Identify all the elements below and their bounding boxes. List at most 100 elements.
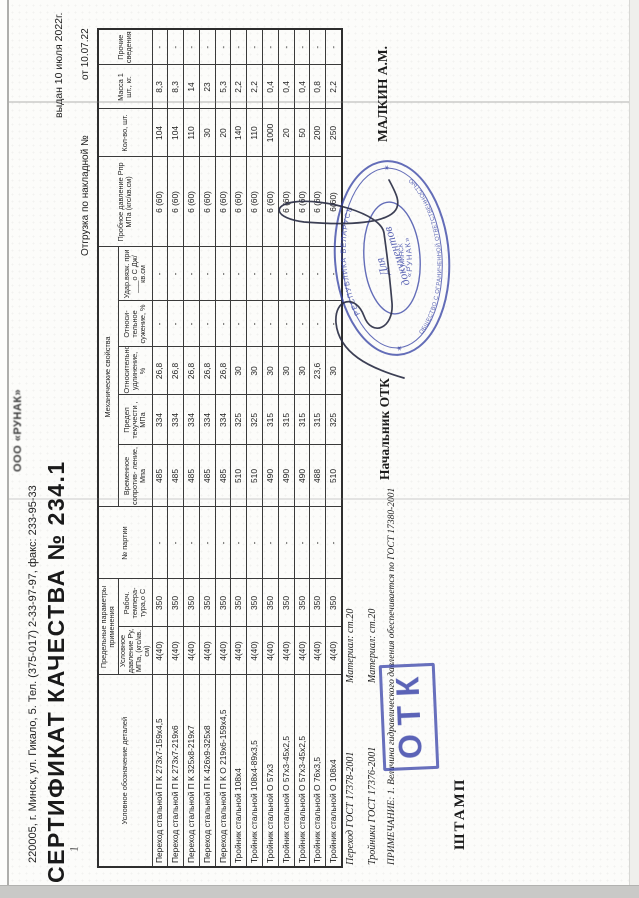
cell-pressure: 4(40) <box>215 627 231 675</box>
cell-notes: - <box>215 28 231 65</box>
cell-yield: 334 <box>152 394 168 445</box>
cell-elongation: 26,8 <box>215 346 231 395</box>
signature <box>278 179 405 379</box>
cell-qty: 140 <box>230 108 247 157</box>
cell-pressure: 4(40) <box>262 627 279 675</box>
gost-line-perekhod: Переход ГОСТ 17378-2001 <box>345 751 356 865</box>
company-name: ООО «РУНАК» <box>12 388 24 472</box>
cell-qty: 110 <box>183 108 200 157</box>
cell-test-pressure: 6 (60) <box>152 156 168 247</box>
cell-temperature: 350 <box>230 578 247 627</box>
fold-line-left <box>9 498 639 500</box>
stamp-star-left-icon: ✶ <box>395 345 404 352</box>
cell-temperature: 350 <box>309 578 326 627</box>
cell-batch: - <box>152 506 168 579</box>
cell-item-name: Переход стальной П К 426х9-325х8 <box>199 675 216 867</box>
cell-item-name: Переход стальной П К 273х7-219х6 <box>167 675 184 867</box>
cell-impact: - <box>167 246 184 301</box>
table-row: Переход стальной П К 325х8-219х7 4(40) 3… <box>183 28 200 867</box>
stamp-star-right-icon: ✶ <box>382 164 391 171</box>
cell-contraction: - <box>152 300 168 347</box>
cell-notes: - <box>246 28 263 65</box>
cell-notes: - <box>325 28 342 65</box>
cell-item-name: Переход стальной П К 325х8-219х7 <box>183 675 200 867</box>
shipping-note-date: от 10.07.22 <box>80 28 91 80</box>
otk-box-stamp-text: ОТК <box>388 667 429 760</box>
cell-batch: - <box>278 506 295 579</box>
cell-yield: 325 <box>230 394 247 445</box>
cell-pressure: 4(40) <box>183 627 200 675</box>
cell-item-name: Тройник стальной О 57х3-45х2,5 <box>278 675 295 867</box>
cell-impact: - <box>215 246 231 301</box>
cell-contraction: - <box>199 300 216 347</box>
fold-line-right <box>9 101 639 103</box>
cell-item-name: Переход стальной П К 273х7-159х4,5 <box>152 675 168 867</box>
scan-edge-bottom <box>0 885 639 898</box>
table-row: Переход стальной П К О 219х6-159х4,5 4(4… <box>215 28 231 867</box>
cell-elongation: 26,8 <box>167 346 184 395</box>
cell-test-pressure: 6 (60) <box>230 156 247 247</box>
cell-notes: - <box>152 28 168 65</box>
table-row: Тройник стальной 108х4 4(40) 350 - 510 3… <box>230 28 247 867</box>
cell-batch: - <box>325 506 342 579</box>
otk-box-stamp: ОТК <box>378 662 440 772</box>
table-row: Переход стальной П К 273х7-219х6 4(40) 3… <box>167 28 184 867</box>
cell-qty: 104 <box>167 108 184 157</box>
cell-test-pressure: 6 (60) <box>246 156 263 247</box>
table-row: Тройник стальной 108х4-89х3,5 4(40) 350 … <box>246 28 263 867</box>
cell-notes: - <box>199 28 216 65</box>
cell-test-pressure: 6 (60) <box>199 156 216 247</box>
cell-yield: 315 <box>294 394 310 445</box>
cell-notes: - <box>183 28 200 65</box>
cell-impact: - <box>183 246 200 301</box>
cell-notes: - <box>167 28 184 65</box>
handwritten-mark: 1 <box>66 845 82 853</box>
gost-line-perekhod-material: Материал: ст.20 <box>345 608 356 683</box>
cell-temperature: 350 <box>262 578 279 627</box>
cell-temperature: 350 <box>183 578 200 627</box>
cell-pressure: 4(40) <box>246 627 263 675</box>
cell-pressure: 4(40) <box>294 627 310 675</box>
col-header-mechanical: Механические свойства <box>98 246 118 507</box>
cell-item-name: Тройник стальной О 57х3 <box>262 675 279 867</box>
col-header-elongation: Относительное удлинение, % <box>118 346 152 395</box>
col-header-notes: Прочие сведения <box>98 28 152 65</box>
cell-batch: - <box>230 506 247 579</box>
cell-temperature: 350 <box>199 578 216 627</box>
cell-impact: - <box>230 246 247 301</box>
cell-contraction: - <box>246 300 263 347</box>
cell-temperature: 350 <box>167 578 184 627</box>
cell-pressure: 4(40) <box>152 627 168 675</box>
cell-batch: - <box>294 506 310 579</box>
cell-elongation: 30 <box>246 346 263 395</box>
col-header-test-pressure: Пробное давление Рпр МПа (кгс/кв.см) <box>98 156 152 247</box>
cell-qty: 104 <box>152 108 168 157</box>
col-header-temperature: Рабоч. темпера- тура,о С <box>118 578 152 627</box>
cell-temperature: 350 <box>152 578 168 627</box>
cell-elongation: 30 <box>230 346 247 395</box>
cell-yield: 315 <box>309 394 326 445</box>
cell-notes: - <box>230 28 247 65</box>
cell-temperature: 350 <box>246 578 263 627</box>
gost-line-troyniki: Тройники ГОСТ 17376-2001 <box>367 746 378 865</box>
cell-batch: - <box>167 506 184 579</box>
shipping-note-label: Отгрузка по накладной № <box>80 135 91 256</box>
cell-item-name: Тройник стальной 108х4-89х3,5 <box>246 675 263 867</box>
cell-yield: 334 <box>199 394 216 445</box>
cell-yield: 334 <box>167 394 184 445</box>
cell-pressure: 4(40) <box>278 627 295 675</box>
col-header-batch: № партии <box>98 506 152 579</box>
cell-item-name: Тройник стальной О 108х4 <box>325 675 342 867</box>
cell-yield: 334 <box>215 394 231 445</box>
cell-pressure: 4(40) <box>325 627 342 675</box>
cell-elongation: 26,8 <box>152 346 168 395</box>
col-header-pressure: Условное давление Ру, МПа, (кгс/кв. см) <box>118 627 152 675</box>
cell-test-pressure: 6 (60) <box>215 156 231 247</box>
table-row: Переход стальной П К 426х9-325х8 4(40) 3… <box>199 28 216 867</box>
cell-contraction: - <box>230 300 247 347</box>
stamp-placeholder-label: ШТАМП <box>452 777 468 850</box>
cell-yield: 325 <box>325 394 342 445</box>
cell-notes: - <box>262 28 279 65</box>
col-header-item: Условное обозначение деталей <box>98 675 152 867</box>
